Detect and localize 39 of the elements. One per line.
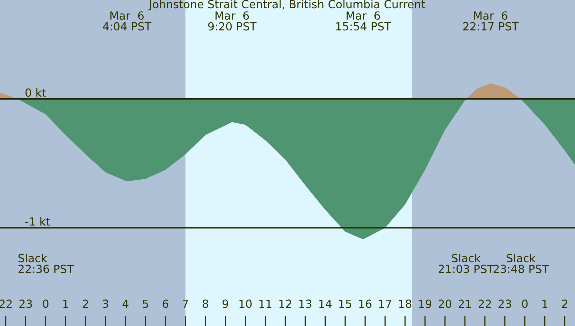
y-tick-label: 0 kt xyxy=(26,88,46,98)
x-tick-label: 9 xyxy=(222,300,228,308)
annotation: Slack 21:03 PST xyxy=(438,254,494,274)
x-tick-label: 6 xyxy=(162,300,169,308)
x-tick-label: 8 xyxy=(202,300,208,308)
x-tick-label: 13 xyxy=(300,300,312,308)
x-tick-label: 22 xyxy=(0,300,12,308)
x-tick-label: 0 xyxy=(522,300,528,308)
x-tick-label: 15 xyxy=(340,300,352,308)
x-tick-label: 21 xyxy=(458,300,472,308)
annotation: Mar 6 4:04 PST xyxy=(103,12,152,31)
annotation: Slack 22:36 PST xyxy=(18,254,74,274)
x-tick-label: 20 xyxy=(438,300,452,308)
annotation: Mar 6 9:20 PST xyxy=(208,12,257,31)
x-tick-label: 10 xyxy=(240,300,252,308)
x-tick-label: 16 xyxy=(360,300,372,308)
x-tick-label: 2 xyxy=(83,300,88,308)
x-tick-label: 18 xyxy=(399,300,412,308)
x-tick-label: 3 xyxy=(103,300,108,308)
x-tick-label: 5 xyxy=(143,300,148,308)
annotation: Mar 6 22:17 PST xyxy=(464,12,519,31)
x-tick-label: 17 xyxy=(379,300,392,308)
x-tick-label: 0 xyxy=(43,300,49,308)
x-tick-label: 23 xyxy=(498,300,512,308)
annotation: Mar 6 15:54 PST xyxy=(336,12,392,31)
x-tick-label: 1 xyxy=(64,300,68,308)
x-tick-label: 4 xyxy=(122,300,129,308)
x-tick-label: 19 xyxy=(419,300,432,308)
y-tick-label: -1 kt xyxy=(26,217,50,226)
x-tick-label: 1 xyxy=(542,300,548,308)
chart-title: Johnstone Strait Central, British Columbia Current xyxy=(148,0,426,11)
x-tick-label: 11 xyxy=(260,300,272,308)
x-tick-label: 23 xyxy=(20,300,32,308)
x-tick-label: 12 xyxy=(280,300,292,308)
x-tick-label: 7 xyxy=(183,300,188,308)
annotation: Slack 23:48 PST xyxy=(494,254,550,274)
x-tick-label: 14 xyxy=(320,300,332,308)
x-tick-label: 22 xyxy=(478,300,492,308)
x-tick-label: 2 xyxy=(562,300,568,308)
